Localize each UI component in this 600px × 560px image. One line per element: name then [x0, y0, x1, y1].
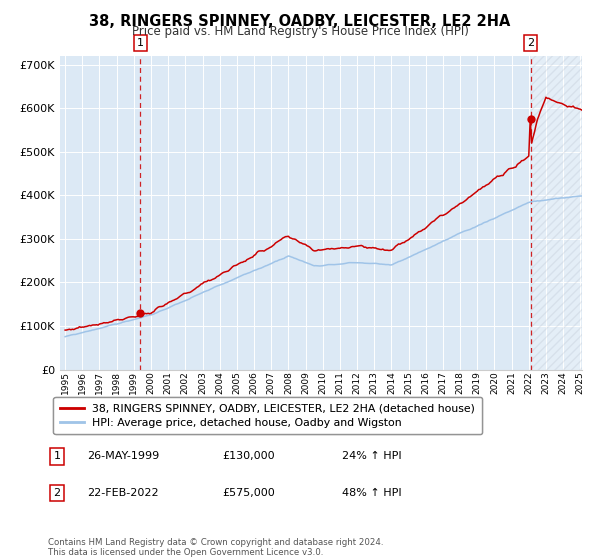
Text: 22-FEB-2022: 22-FEB-2022 [87, 488, 158, 498]
Text: 2: 2 [527, 38, 535, 48]
Text: 1: 1 [137, 38, 144, 48]
Text: £130,000: £130,000 [222, 451, 275, 461]
Text: 24% ↑ HPI: 24% ↑ HPI [342, 451, 401, 461]
Text: Contains HM Land Registry data © Crown copyright and database right 2024.
This d: Contains HM Land Registry data © Crown c… [48, 538, 383, 557]
Text: 26-MAY-1999: 26-MAY-1999 [87, 451, 159, 461]
Legend: 38, RINGERS SPINNEY, OADBY, LEICESTER, LE2 2HA (detached house), HPI: Average pr: 38, RINGERS SPINNEY, OADBY, LEICESTER, L… [53, 397, 482, 435]
Text: 2: 2 [53, 488, 61, 498]
Text: 48% ↑ HPI: 48% ↑ HPI [342, 488, 401, 498]
Text: 1: 1 [53, 451, 61, 461]
Text: £575,000: £575,000 [222, 488, 275, 498]
Text: Price paid vs. HM Land Registry's House Price Index (HPI): Price paid vs. HM Land Registry's House … [131, 25, 469, 38]
Text: 38, RINGERS SPINNEY, OADBY, LEICESTER, LE2 2HA: 38, RINGERS SPINNEY, OADBY, LEICESTER, L… [89, 14, 511, 29]
Bar [531, 56, 582, 370]
Bar [531, 56, 582, 370]
